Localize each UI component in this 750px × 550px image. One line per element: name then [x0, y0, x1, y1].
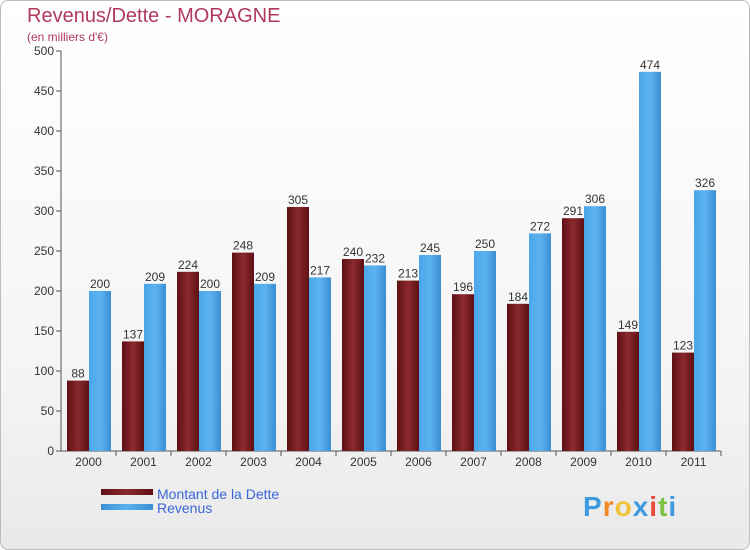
bar-revenus: [474, 251, 496, 451]
bar-debt: [177, 271, 199, 451]
bar-debt: [452, 294, 474, 451]
bar-revenus: [529, 233, 551, 451]
bar-debt: [122, 341, 144, 451]
bar-revenus: [419, 255, 441, 451]
data-label-revenus: 326: [695, 176, 715, 190]
data-label-revenus: 200: [90, 277, 110, 291]
y-tick-label: 0: [47, 444, 54, 458]
bar-revenus: [584, 206, 606, 451]
data-label-debt: 240: [343, 245, 363, 259]
x-tick-label: 2002: [185, 455, 212, 469]
bar-debt: [617, 331, 639, 451]
data-label-debt: 196: [453, 280, 473, 294]
bar-revenus: [144, 283, 166, 451]
chart-title: Revenus/Dette - MORAGNE: [27, 5, 281, 27]
data-label-revenus: 474: [640, 58, 660, 72]
x-tick-label: 2006: [405, 455, 432, 469]
brand-logo: Proxiti: [583, 491, 677, 523]
x-tick-label: 2010: [625, 455, 652, 469]
bar-revenus: [309, 277, 331, 451]
y-tick-label: 300: [34, 204, 54, 218]
logo-letter: P: [583, 491, 603, 522]
bar-revenus: [364, 265, 386, 451]
bar-debt: [562, 218, 584, 451]
y-tick-label: 200: [34, 284, 54, 298]
bar-revenus: [694, 190, 716, 451]
y-tick-label: 50: [41, 404, 55, 418]
legend-label-revenus: Revenus: [157, 500, 213, 516]
data-label-debt: 224: [178, 258, 198, 272]
x-tick-label: 2008: [515, 455, 542, 469]
data-label-revenus: 250: [475, 237, 495, 251]
data-label-debt: 149: [618, 318, 638, 332]
bar-debt: [342, 259, 364, 451]
axes: 0 50 100 150 200 250 300 350 400 450 500 2000 2001 20…: [34, 44, 722, 469]
bar-revenus: [639, 71, 661, 452]
x-tick-label: 2000: [75, 455, 102, 469]
logo-letter: x: [632, 491, 650, 522]
data-label-revenus: 209: [145, 270, 165, 284]
data-label-debt: 123: [673, 339, 693, 353]
y-tick-label: 450: [34, 84, 54, 98]
bars: [67, 71, 716, 452]
data-label-revenus: 245: [420, 241, 440, 255]
x-tick-label: 2009: [570, 455, 597, 469]
logo-letter: o: [614, 491, 633, 522]
bar-debt: [397, 280, 419, 451]
x-tick-label: 2005: [350, 455, 377, 469]
bar-debt: [67, 380, 89, 451]
data-label-revenus: 306: [585, 192, 605, 206]
data-label-debt: 291: [563, 204, 583, 218]
bar-debt: [287, 207, 309, 451]
bar-debt: [507, 303, 529, 451]
x-tick-label: 2001: [130, 455, 157, 469]
data-label-revenus: 217: [310, 263, 330, 277]
logo-letter: i: [668, 491, 678, 522]
x-tick-label: 2004: [295, 455, 322, 469]
chart-subtitle: (en milliers d'€): [27, 30, 108, 44]
logo-letter: t: [658, 491, 669, 522]
data-label-debt: 137: [123, 327, 143, 341]
data-label-revenus: 272: [530, 219, 550, 233]
data-label-debt: 248: [233, 239, 253, 253]
y-tick-label: 250: [34, 244, 54, 258]
bar-revenus: [199, 291, 221, 451]
data-label-revenus: 232: [365, 251, 385, 265]
x-tick-label: 2003: [240, 455, 267, 469]
bar-debt: [232, 252, 254, 451]
data-label-debt: 88: [71, 367, 85, 381]
y-tick-label: 150: [34, 324, 54, 338]
y-tick-label: 350: [34, 164, 54, 178]
legend-swatch-debt: [101, 489, 153, 495]
legend-label-debt: Montant de la Dette: [157, 486, 280, 502]
y-tick-label: 100: [34, 364, 54, 378]
data-label-revenus: 200: [200, 277, 220, 291]
x-tick-label: 2007: [460, 455, 487, 469]
logo-letter: i: [649, 491, 659, 522]
bar-revenus: [89, 291, 111, 451]
data-label-revenus: 209: [255, 270, 275, 284]
y-tick-label: 500: [34, 44, 54, 58]
data-label-debt: 184: [508, 290, 528, 304]
x-tick-label: 2011: [681, 455, 707, 469]
bar-revenus: [254, 283, 276, 451]
data-label-debt: 305: [288, 193, 308, 207]
bar-debt: [672, 352, 694, 451]
logo-letter: r: [602, 491, 615, 522]
y-tick-label: 400: [34, 124, 54, 138]
legend-swatch-revenus: [101, 504, 153, 510]
data-label-debt: 213: [398, 267, 418, 281]
